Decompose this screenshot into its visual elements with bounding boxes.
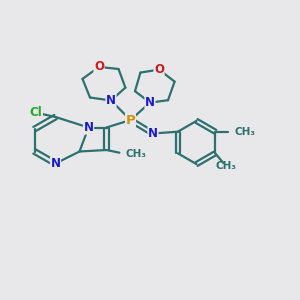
Text: O: O	[154, 63, 164, 76]
Text: N: N	[83, 121, 94, 134]
Text: CH₃: CH₃	[234, 127, 255, 137]
Text: Cl: Cl	[30, 106, 42, 119]
Text: N: N	[50, 157, 61, 170]
Text: N: N	[145, 96, 155, 109]
Text: O: O	[94, 60, 104, 74]
Text: N: N	[106, 94, 116, 107]
Text: CH₃: CH₃	[125, 148, 146, 159]
Text: N: N	[148, 127, 158, 140]
Text: CH₃: CH₃	[215, 161, 236, 171]
Text: P: P	[126, 113, 135, 127]
